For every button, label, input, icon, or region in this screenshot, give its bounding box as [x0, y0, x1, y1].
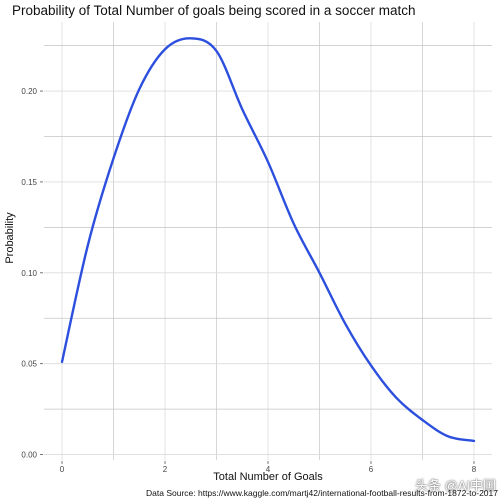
x-tick-label: 4: [266, 465, 271, 474]
series-line: [60, 37, 476, 443]
x-tick-label: 0: [60, 465, 65, 474]
grid-lines: [44, 22, 492, 460]
x-tick-label: 6: [369, 465, 374, 474]
y-tick-label: 0.10: [21, 269, 37, 278]
y-tick-label: 0.05: [21, 360, 37, 369]
watermark: 头条 @AI中国: [414, 478, 496, 493]
x-axis-ticks: 0 2 4 6 8: [60, 461, 477, 474]
x-tick-label: 8: [472, 465, 477, 474]
y-axis-ticks: 0.00 0.05 0.10 0.15 0.20: [21, 87, 43, 460]
y-tick-label: 0.15: [21, 178, 37, 187]
data-source-caption: Data Source: https://www.kaggle.com/mart…: [146, 488, 498, 498]
chart-title: Probability of Total Number of goals bei…: [12, 3, 416, 18]
x-tick-label: 2: [163, 465, 168, 474]
y-axis-label: Probability: [4, 212, 16, 264]
y-tick-label: 0.00: [21, 451, 37, 460]
x-axis-label: Total Number of Goals: [213, 471, 323, 483]
y-tick-label: 0.20: [21, 87, 37, 96]
